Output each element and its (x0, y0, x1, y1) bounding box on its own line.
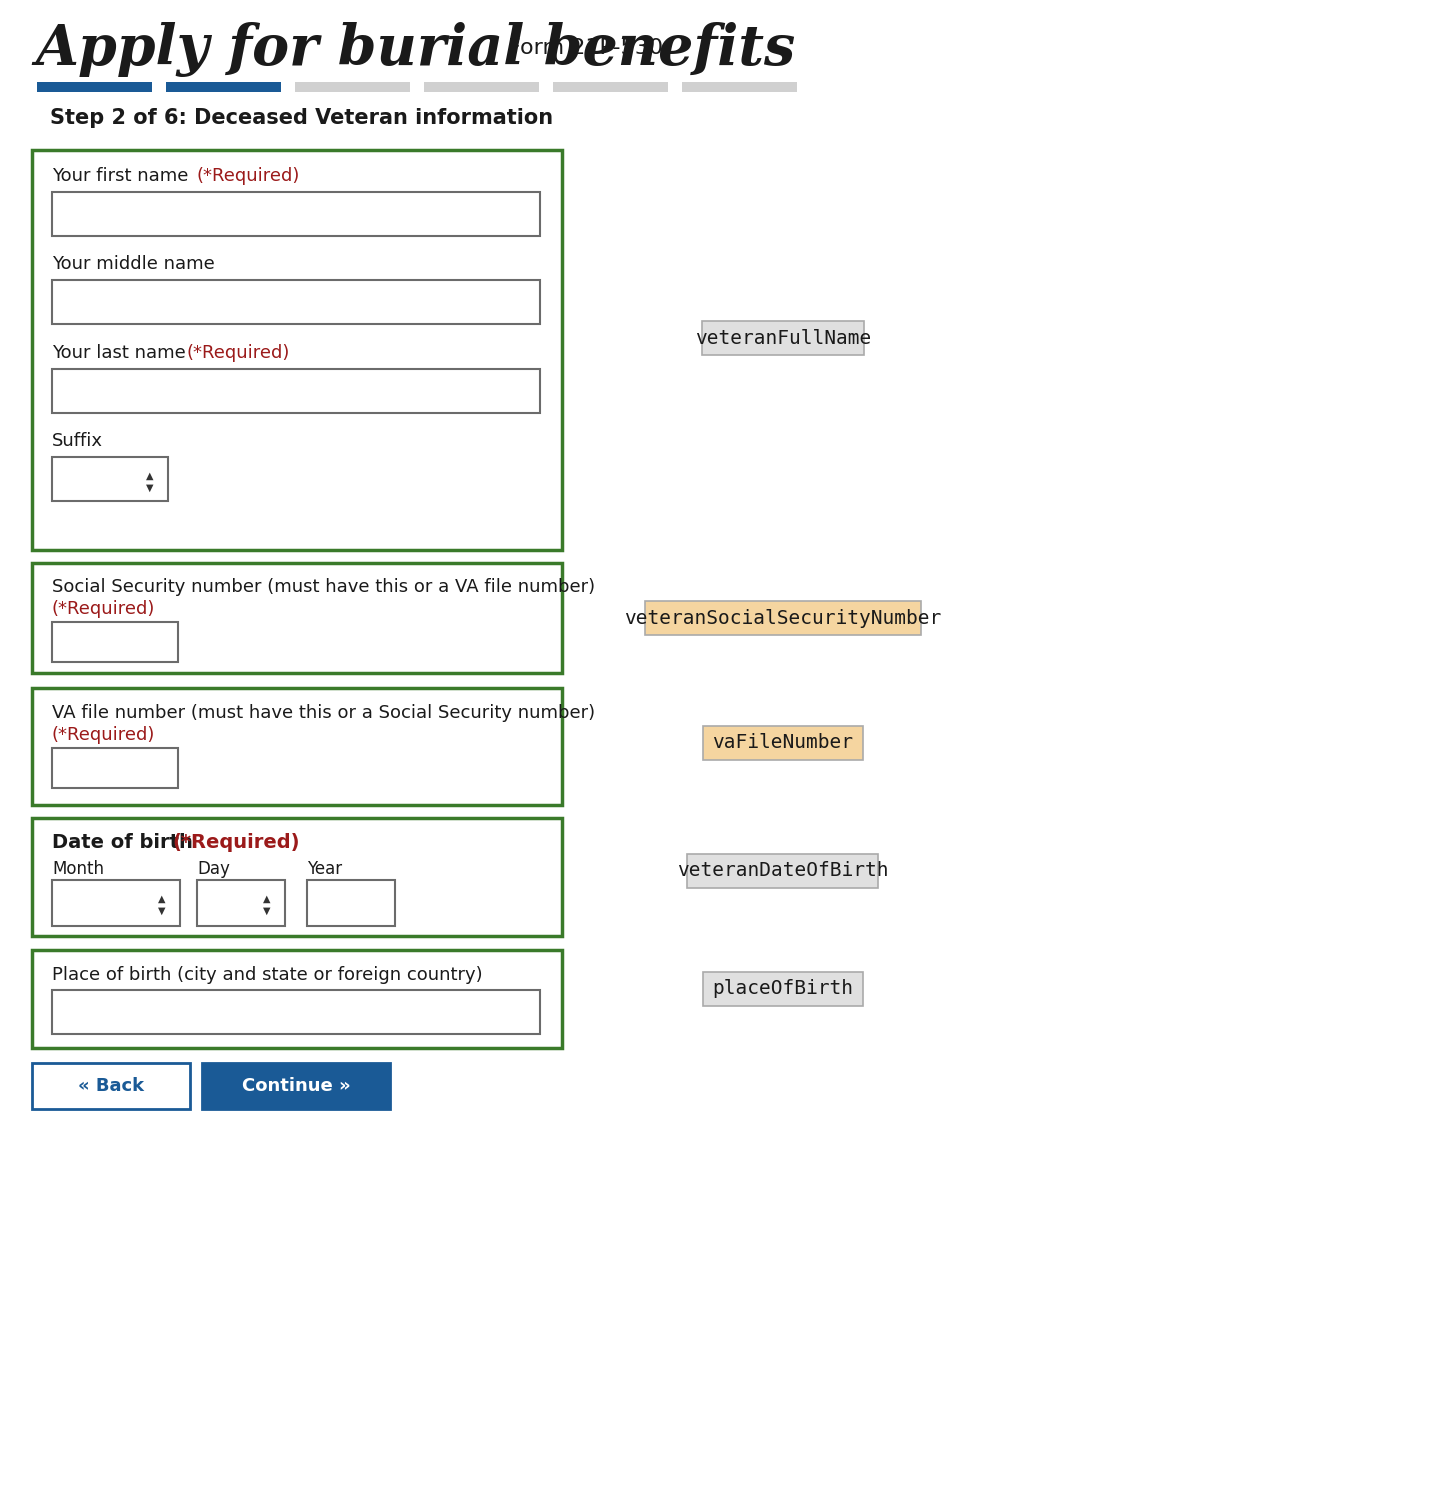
Text: vaFileNumber: vaFileNumber (712, 733, 854, 752)
FancyBboxPatch shape (645, 602, 921, 635)
Bar (294, 81, 410, 92)
FancyBboxPatch shape (202, 1063, 390, 1108)
FancyBboxPatch shape (687, 854, 879, 888)
Text: Your middle name: Your middle name (52, 255, 215, 273)
Text: Date of birth: Date of birth (52, 832, 206, 852)
FancyBboxPatch shape (703, 973, 863, 1006)
Text: « Back: « Back (78, 1077, 144, 1095)
FancyBboxPatch shape (702, 321, 864, 354)
Text: ▲: ▲ (264, 894, 271, 903)
Text: ▲: ▲ (146, 470, 154, 481)
FancyBboxPatch shape (307, 881, 394, 926)
FancyBboxPatch shape (32, 950, 563, 1048)
FancyBboxPatch shape (52, 989, 539, 1034)
Bar (552, 81, 668, 92)
Bar (423, 81, 539, 92)
Text: veteranFullName: veteranFullName (695, 329, 871, 347)
FancyBboxPatch shape (703, 725, 863, 760)
FancyBboxPatch shape (52, 457, 168, 501)
FancyBboxPatch shape (52, 881, 180, 926)
FancyBboxPatch shape (32, 149, 563, 550)
Text: Suffix: Suffix (52, 431, 103, 449)
Text: (*Required): (*Required) (173, 832, 300, 852)
FancyBboxPatch shape (52, 621, 178, 662)
Text: veteranDateOfBirth: veteranDateOfBirth (677, 861, 889, 881)
FancyBboxPatch shape (32, 817, 563, 936)
Text: VA file number (must have this or a Social Security number): VA file number (must have this or a Soci… (52, 704, 594, 722)
Text: Form 21P-530: Form 21P-530 (507, 38, 663, 57)
FancyBboxPatch shape (52, 748, 178, 789)
FancyBboxPatch shape (52, 192, 539, 235)
Text: (*Required): (*Required) (197, 167, 300, 185)
Text: (*Required): (*Required) (52, 725, 155, 743)
Text: Step 2 of 6: Deceased Veteran information: Step 2 of 6: Deceased Veteran informatio… (49, 109, 552, 128)
Text: Your first name: Your first name (52, 167, 200, 185)
FancyBboxPatch shape (197, 881, 286, 926)
Text: placeOfBirth: placeOfBirth (712, 980, 854, 998)
Text: ▼: ▼ (158, 906, 165, 915)
Bar (682, 81, 798, 92)
Text: Social Security number (must have this or a VA file number): Social Security number (must have this o… (52, 578, 594, 596)
Text: ▼: ▼ (264, 906, 271, 915)
Text: Continue »: Continue » (242, 1077, 351, 1095)
Text: Month: Month (52, 860, 104, 878)
Text: Year: Year (307, 860, 342, 878)
FancyBboxPatch shape (52, 280, 539, 324)
Text: Your last name: Your last name (52, 344, 197, 362)
Text: ▲: ▲ (158, 894, 165, 903)
Text: ▼: ▼ (146, 483, 154, 493)
FancyBboxPatch shape (52, 369, 539, 413)
Text: (*Required): (*Required) (187, 344, 290, 362)
Text: Apply for burial benefits: Apply for burial benefits (35, 23, 795, 77)
Text: veteranSocialSecurityNumber: veteranSocialSecurityNumber (625, 609, 941, 627)
Text: (*Required): (*Required) (52, 600, 155, 618)
Bar (38, 81, 152, 92)
Text: Place of birth (city and state or foreign country): Place of birth (city and state or foreig… (52, 967, 483, 985)
FancyBboxPatch shape (32, 562, 563, 673)
Text: Day: Day (197, 860, 231, 878)
FancyBboxPatch shape (32, 688, 563, 805)
FancyBboxPatch shape (32, 1063, 190, 1108)
Bar (165, 81, 281, 92)
